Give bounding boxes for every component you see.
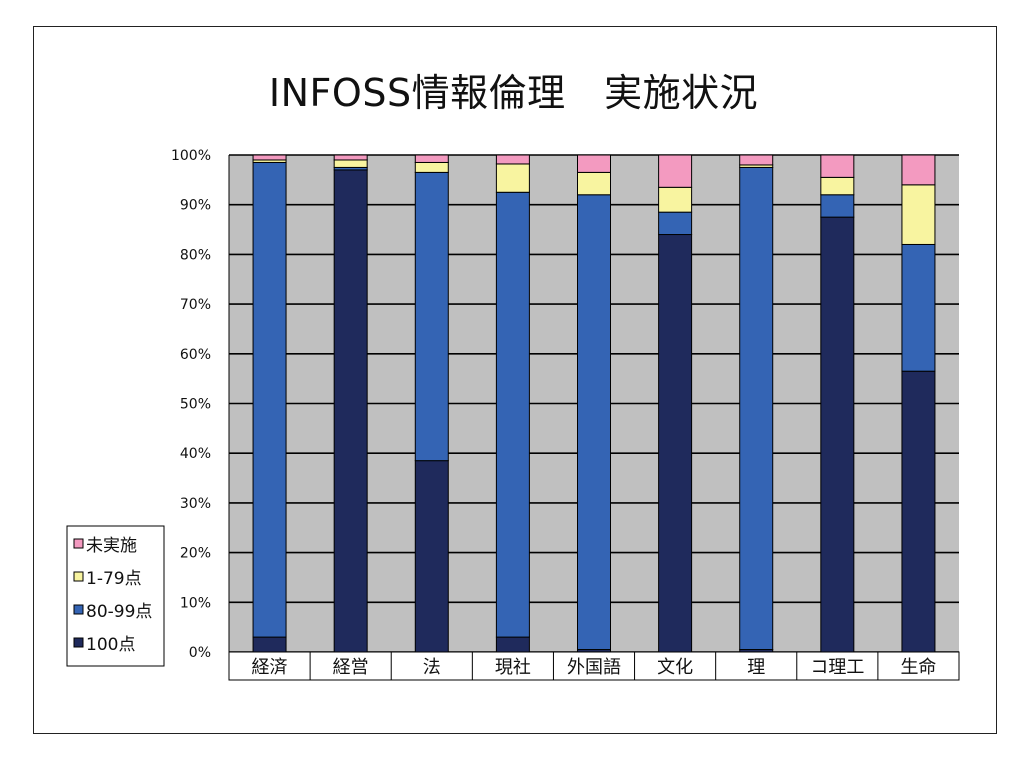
bar-segment (577, 194, 611, 651)
bar-segment (739, 154, 774, 166)
y-tick-label: 70% (180, 297, 211, 313)
y-tick-label: 0% (189, 645, 211, 661)
category-label: 文化 (657, 657, 693, 678)
bar-segment (252, 154, 287, 161)
legend-label: 未実施 (86, 536, 137, 556)
bar-segment (495, 154, 530, 165)
bar-segment (901, 370, 936, 653)
y-tick-label: 20% (180, 546, 211, 562)
y-tick-label: 10% (180, 595, 211, 611)
category-table (228, 651, 960, 681)
category-label: 外国語 (567, 657, 621, 678)
category-label: 経済 (252, 657, 288, 678)
legend-swatch (73, 571, 84, 582)
bar-segment (739, 166, 774, 651)
bar-segment (333, 154, 368, 161)
legend-label: 1-79点 (86, 569, 142, 589)
legend-label: 80-99点 (86, 602, 152, 622)
legend-swatch (73, 604, 84, 615)
category-label: コ理工 (810, 657, 864, 678)
bar-segment (252, 161, 287, 638)
category-label: 生命 (900, 657, 936, 678)
bar-segment (901, 154, 936, 186)
category-label: 理 (747, 657, 765, 678)
category-label: 経営 (333, 657, 369, 678)
bar-segment (820, 176, 855, 196)
bar-segment (414, 460, 449, 653)
bar-segment (577, 171, 611, 196)
bar-segment (658, 211, 693, 236)
bar-segment (495, 636, 530, 653)
bar-segment (333, 159, 368, 168)
bar-segment (495, 163, 530, 193)
legend-swatch (73, 538, 84, 549)
y-tick-label: 90% (180, 198, 211, 214)
legend-label: 100点 (86, 635, 135, 655)
y-tick-label: 40% (180, 446, 211, 462)
bar-segment (333, 169, 368, 653)
y-tick-label: 30% (180, 496, 211, 512)
category-label: 現社 (495, 657, 531, 678)
chart-title: INFOSS情報倫理 実施状況 (268, 71, 759, 115)
bar-segment (901, 184, 936, 245)
bar-segment (901, 243, 936, 372)
bar-segment (414, 161, 449, 173)
y-tick-label: 80% (180, 247, 211, 263)
bar-segment (252, 636, 287, 653)
y-tick-label: 60% (180, 347, 211, 363)
bar-segment (658, 186, 693, 213)
bar-segment (820, 216, 855, 653)
bar-segment (820, 154, 855, 178)
bar-segment (658, 234, 693, 653)
category-label: 法 (423, 657, 441, 678)
bar-segment (820, 194, 855, 218)
bar-segment (577, 154, 611, 173)
bar-segment (414, 154, 449, 163)
bar-segment (658, 154, 693, 188)
y-tick-label: 50% (180, 397, 211, 413)
y-tick-label: 100% (171, 148, 211, 164)
bar-segment (495, 191, 530, 638)
bar-segment (414, 171, 449, 462)
legend-swatch (73, 637, 84, 648)
